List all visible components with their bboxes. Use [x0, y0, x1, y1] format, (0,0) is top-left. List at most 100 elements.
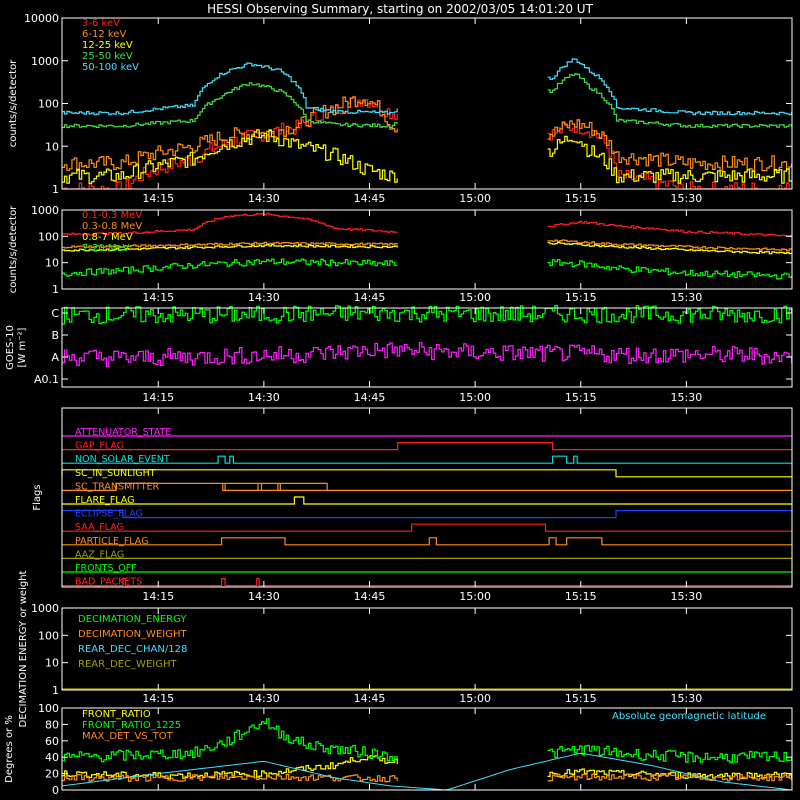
x-tick-label: 14:15 — [142, 192, 174, 205]
legend-entry: 0.8-7 MeV — [82, 232, 133, 243]
x-tick-label: 14:30 — [248, 192, 280, 205]
x-tick-label: 15:30 — [671, 590, 703, 603]
x-tick-label: 14:45 — [354, 391, 386, 404]
y-tick-label: 100 — [38, 230, 59, 243]
series-line — [62, 241, 398, 249]
flag-label: BAD_PACKETS — [75, 577, 142, 588]
x-tick-label: 15:30 — [671, 192, 703, 205]
x-tick-label: 14:30 — [248, 391, 280, 404]
y-tick-label: 0 — [52, 784, 59, 797]
panel-high-energy: 14:15 14:30 14:45 15:00 15:15 15:30 1 10 100 1000… — [8, 204, 793, 304]
y-axis-label: [W m⁻²] — [17, 327, 28, 367]
x-tick-label: 15:00 — [459, 590, 491, 603]
series-line — [61, 752, 791, 791]
series-line — [62, 82, 398, 129]
x-tick-label: 15:15 — [565, 391, 597, 404]
legend-entry: 50-100 keV — [82, 62, 139, 73]
x-tick-label: 15:30 — [671, 391, 703, 404]
x-tick-label: 15:15 — [565, 590, 597, 603]
series-line — [547, 135, 793, 184]
y-axis-label: Flags — [32, 484, 43, 510]
y-tick-label: 20 — [45, 768, 59, 781]
panel-decimation: 14:15 14:30 14:45 15:00 15:15 15:30 1 10 100 1000… — [18, 570, 793, 727]
x-tick-label: 14:45 — [354, 590, 386, 603]
series-line — [62, 342, 793, 367]
y-axis-label: counts/s/detector — [8, 59, 19, 147]
series-line — [547, 73, 793, 129]
legend-entry: 12-25 keV — [82, 40, 133, 51]
series-line — [62, 304, 793, 325]
y-tick-label: 1000 — [31, 55, 59, 68]
series-line — [62, 129, 398, 184]
y-tick-label: 100 — [38, 702, 59, 715]
flag-line — [62, 496, 792, 505]
y-tick-label: C — [51, 307, 59, 320]
panel-ratios: 0 20 40 60 80 100 Degrees or % FRONT_RATIOFRONT… — [4, 702, 793, 797]
series-line — [62, 243, 398, 252]
series-line — [547, 259, 793, 280]
flag-line — [61, 510, 793, 519]
series-line — [547, 220, 793, 237]
x-tick-label: 14:45 — [354, 291, 386, 304]
y-tick-label: 100 — [38, 629, 59, 642]
x-tick-label: 15:00 — [459, 692, 491, 705]
legend-entry: FRONT_RATIO — [82, 709, 151, 720]
y-tick-label: 80 — [45, 718, 59, 731]
y-axis-label: DECIMATION ENERGY or weight — [18, 570, 29, 727]
panel-frame — [61, 209, 793, 290]
legend-entry: FRONT_RATIO_1225 — [82, 720, 181, 731]
flag-line — [62, 442, 792, 451]
x-tick-label: 14:15 — [142, 692, 174, 705]
series-line — [62, 718, 398, 763]
legend-entry: 0.1-0.3 MeV — [82, 210, 142, 221]
flag-label: SC_IN_SUNLIGHT — [75, 468, 156, 479]
legend-entry: DECIMATION_ENERGY — [78, 614, 187, 625]
y-tick-label: A0.1 — [34, 373, 59, 386]
x-tick-label: 14:30 — [248, 291, 280, 304]
flag-label: SC_TRANSMITTER — [75, 481, 160, 492]
y-tick-label: 10 — [45, 140, 59, 153]
flag-label: ECLIPSE_FLAG — [75, 509, 143, 520]
y-tick-label: 1000 — [31, 602, 59, 615]
flag-label: ATTENUATOR_STATE — [75, 427, 171, 438]
legend-entry: REAR_DEC_CHAN/128 — [78, 644, 187, 655]
y-tick-label: 60 — [45, 735, 59, 748]
series-line — [62, 258, 398, 277]
series-line — [62, 755, 398, 779]
panel-low-energy: 14:15 14:30 14:45 15:00 15:15 15:30 1 10 100 1000… — [8, 12, 793, 205]
series-line — [547, 768, 793, 780]
panel-frame — [61, 607, 793, 691]
flag-label: FLARE_FLAG — [75, 495, 135, 506]
x-tick-label: 15:00 — [459, 391, 491, 404]
flag-label: FRONTS_OFF — [75, 563, 137, 574]
x-tick-label: 15:30 — [671, 692, 703, 705]
flag-line — [62, 523, 792, 532]
x-tick-label: 15:15 — [565, 692, 597, 705]
series-line — [62, 212, 398, 236]
x-tick-label: 15:15 — [565, 192, 597, 205]
plot-title: HESSI Observing Summary, starting on 200… — [207, 2, 593, 16]
x-tick-label: 15:30 — [671, 291, 703, 304]
y-tick-label: B — [51, 329, 59, 342]
x-tick-label: 14:30 — [248, 590, 280, 603]
y-tick-label: 1 — [52, 684, 59, 697]
x-tick-label: 15:00 — [459, 192, 491, 205]
flag-line — [62, 455, 792, 464]
y-tick-label: 1 — [52, 183, 59, 196]
flag-line — [62, 482, 792, 491]
y-tick-label: 10 — [45, 657, 59, 670]
y-tick-label: 10 — [45, 257, 59, 270]
y-tick-label: 1 — [52, 283, 59, 296]
x-tick-label: 14:15 — [142, 391, 174, 404]
panel-frame — [61, 707, 793, 791]
legend-entry: 3-6 keV — [82, 18, 120, 29]
legend-entry: DECIMATION_WEIGHT — [78, 629, 187, 640]
x-tick-label: 14:15 — [142, 291, 174, 304]
x-tick-label: 15:15 — [565, 291, 597, 304]
series-line — [547, 773, 793, 782]
series-line — [547, 241, 793, 255]
legend-entry: 0.3-0.8 MeV — [82, 221, 142, 232]
y-tick-label: 10000 — [24, 12, 59, 25]
series-line — [62, 62, 398, 116]
